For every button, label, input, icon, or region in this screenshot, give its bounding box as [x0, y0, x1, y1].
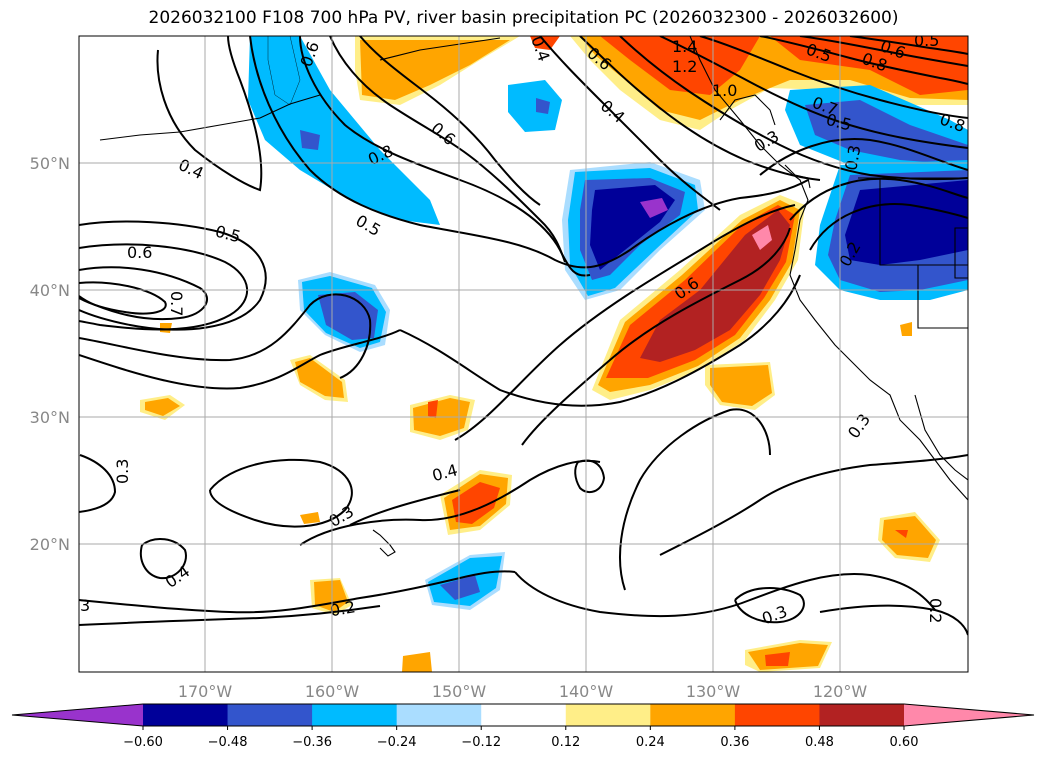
contour-label: 0.7: [167, 291, 186, 316]
colorbar-segment: [396, 704, 482, 726]
colorbar-segment: [227, 704, 313, 726]
contour-label: 0.6: [127, 243, 152, 262]
colorbar-tick-label: −0.48: [208, 735, 248, 750]
lon-label: 140°W: [559, 682, 614, 701]
colorbar-segment: [481, 704, 567, 726]
colorbar-segment: [734, 704, 820, 726]
contour-label: 3: [80, 596, 90, 615]
colorbar-extend-low: [12, 704, 143, 726]
lon-labels: 170°W 160°W 150°W 140°W 130°W 120°W: [178, 682, 868, 701]
colorbar-tick-label: 0.48: [805, 735, 834, 750]
colorbar-segment: [819, 704, 905, 726]
contour-label: 1.2: [672, 57, 697, 76]
colorbar-segment: [143, 704, 229, 726]
lat-label: 40°N: [30, 281, 70, 300]
colorbar: −0.60 −0.48 −0.36 −0.24 −0.12 0.12 0.24 0.36 0.4…: [11, 703, 1035, 750]
precip-shading: [140, 36, 968, 672]
map-frame: [78, 35, 969, 673]
lon-label: 150°W: [432, 682, 487, 701]
map-content: 0.4 0.5 0.6 0.7 0.8 0.6 0.5 0.6 0.4 0.6 …: [79, 31, 968, 672]
lat-labels: 50°N 40°N 30°N 20°N: [30, 154, 70, 554]
colorbar-tick-label: 0.36: [720, 735, 749, 750]
lat-label: 20°N: [30, 535, 70, 554]
lon-label: 120°W: [813, 682, 868, 701]
contour-label: 0.2: [926, 598, 945, 623]
contour-label: 0.5: [914, 31, 939, 50]
lat-label: 50°N: [30, 154, 70, 173]
colorbar-extend-high: [904, 704, 1034, 726]
lat-label: 30°N: [30, 408, 70, 427]
colorbar-segment: [312, 704, 398, 726]
colorbar-tick-label: −0.36: [292, 735, 332, 750]
contour-label: 0.2: [328, 597, 356, 620]
contour-label: 0.3: [113, 459, 132, 484]
gridlines: [79, 36, 968, 672]
lon-label: 170°W: [178, 682, 233, 701]
pv-contours: [79, 36, 968, 636]
colorbar-segment: [650, 704, 736, 726]
contour-label: 1.4: [672, 37, 697, 56]
colorbar-tick-label: 0.60: [890, 735, 919, 750]
colorbar-tick-label: −0.12: [461, 735, 501, 750]
colorbar-segment: [565, 704, 651, 726]
lon-label: 160°W: [305, 682, 360, 701]
colorbar-tick-label: 0.12: [551, 735, 580, 750]
lon-label: 130°W: [686, 682, 741, 701]
contour-label: 1.0: [712, 81, 737, 100]
colorbar-tick-label: 0.24: [636, 735, 665, 750]
map-title: 2026032100 F108 700 hPa PV, river basin …: [148, 8, 899, 28]
contour-label: 0.3: [841, 144, 864, 172]
colorbar-tick-label: −0.60: [123, 735, 163, 750]
colorbar-tick-label: −0.24: [377, 735, 417, 750]
